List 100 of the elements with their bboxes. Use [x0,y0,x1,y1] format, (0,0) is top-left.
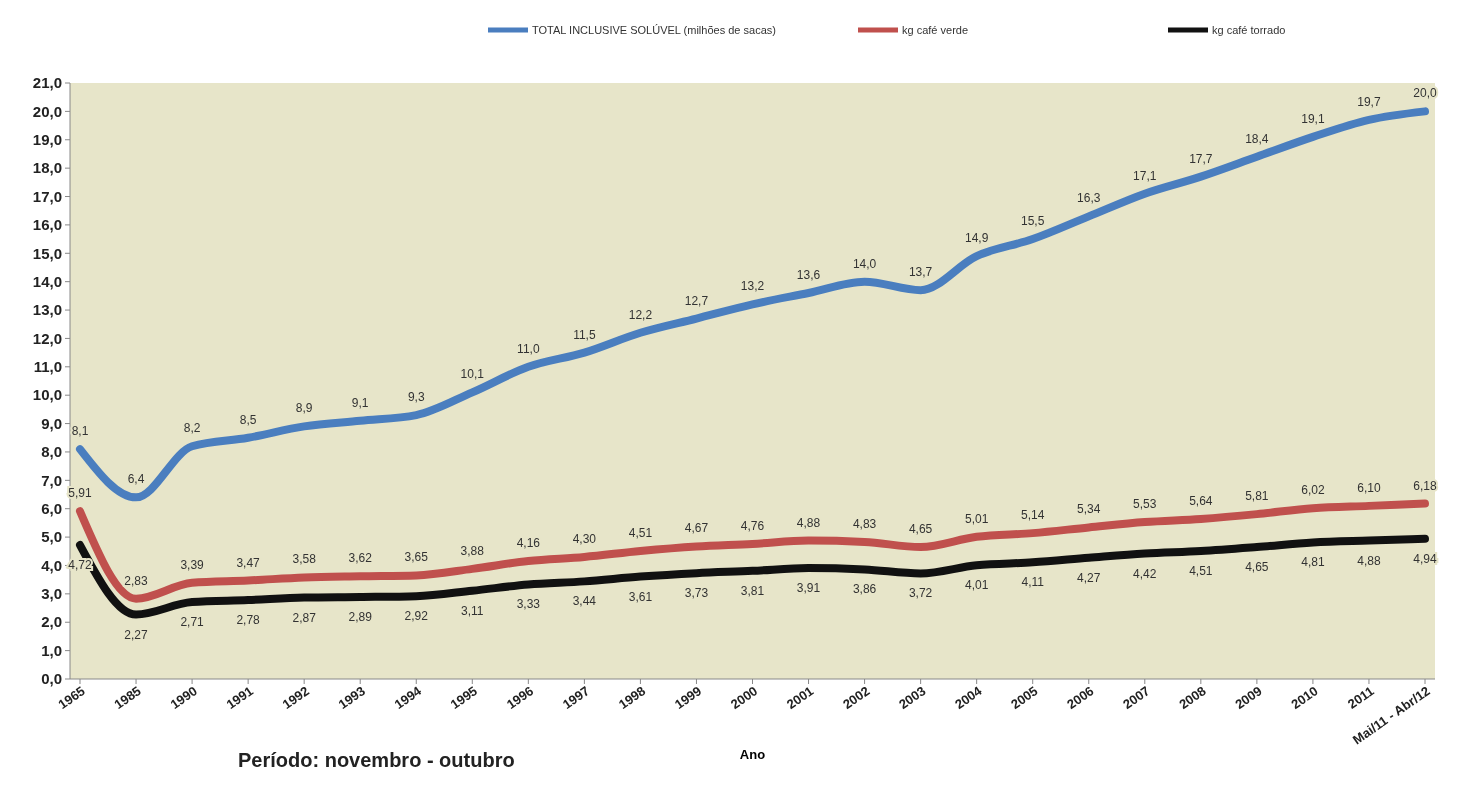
data-label: 3,58 [292,552,317,567]
y-tick-label: 16,0 [32,216,62,234]
x-tick-label: 2008 [1176,683,1209,713]
data-label: 4,16 [516,535,541,550]
data-label: 4,65 [908,522,933,537]
x-tick-label: 2002 [840,683,873,713]
legend-label: kg café torrado [1212,23,1286,36]
data-label: 4,94 [1413,551,1437,566]
x-tick-label: 1992 [279,683,312,713]
data-label: 2,89 [348,609,373,624]
y-tick-label: 21,0 [32,74,62,92]
data-label: 2,83 [124,573,149,588]
x-tick-label: 2010 [1288,683,1321,713]
data-label: 4,65 [1245,560,1269,575]
y-tick-label: 4,0 [41,556,62,574]
data-label: 8,9 [295,401,313,416]
y-tick-label: 8,0 [41,443,62,461]
y-tick-label: 11,0 [33,358,62,376]
data-label: 14,0 [852,256,877,271]
data-label: 5,14 [1021,508,1045,523]
y-tick-label: 10,0 [32,386,62,404]
data-label: 17,7 [1189,151,1213,166]
data-label: 8,5 [239,412,257,427]
data-label: 5,01 [964,511,989,526]
data-label: 5,81 [1245,489,1269,504]
y-tick-label: 15,0 [32,244,62,262]
y-tick-label: 7,0 [41,471,62,489]
y-tick-label: 6,0 [41,499,62,517]
data-label: 4,88 [796,515,821,530]
data-label: 9,1 [351,395,369,410]
data-label: 3,86 [852,582,877,597]
data-label: 13,7 [908,265,933,280]
data-label: 3,47 [236,555,261,570]
data-label: 11,5 [573,327,596,342]
legend-label: TOTAL INCLUSIVE SOLÚVEL (milhões de sacas) [532,23,776,36]
y-tick-label: 9,0 [41,414,62,432]
data-label: 4,01 [964,578,989,593]
y-tick-label: 2,0 [41,613,62,631]
x-tick-label: 2011 [1344,683,1377,712]
data-label: 3,39 [180,557,205,572]
y-tick-label: 13,0 [32,301,62,319]
x-tick-label: 2000 [727,683,761,713]
x-tick-label: 1993 [335,683,368,713]
x-tick-label: 2009 [1232,683,1265,713]
data-label: 5,91 [68,486,92,501]
y-tick-label: 14,0 [32,272,62,290]
y-tick-label: 3,0 [41,585,62,603]
data-label: 3,81 [740,583,765,598]
data-label: 5,34 [1077,502,1101,517]
data-label: 11,0 [517,341,540,356]
data-label: 4,88 [1357,553,1381,568]
x-tick-label: 1999 [671,683,705,713]
data-label: 20,0 [1413,86,1437,101]
data-label: 18,4 [1245,131,1269,146]
data-label: 2,27 [124,627,149,642]
x-tick-label: 1998 [615,683,649,713]
data-label: 5,64 [1189,493,1213,508]
data-label: 4,51 [1189,564,1213,578]
y-tick-label: 20,0 [32,102,62,120]
data-label: 2,87 [292,610,317,625]
data-label: 15,5 [1021,214,1045,229]
data-label: 8,1 [71,424,89,439]
data-label: 4,67 [684,521,709,536]
data-label: 3,88 [460,543,485,558]
data-label: 4,30 [572,531,597,546]
data-label: 13,6 [796,268,821,283]
data-label: 3,44 [572,594,597,609]
data-label: 4,83 [852,516,877,531]
data-label: 12,2 [628,307,653,322]
data-label: 8,2 [183,421,201,436]
data-label: 4,51 [628,526,653,540]
data-label: 3,33 [516,597,541,612]
x-tick-label: 2006 [1064,683,1097,713]
data-label: 19,7 [1357,94,1381,109]
data-label: 4,11 [1021,575,1045,590]
x-tick-label: 1990 [167,683,200,713]
data-label: 4,81 [1301,555,1325,570]
x-tick-label: 2001 [783,683,817,713]
y-tick-label: 1,0 [41,641,62,659]
data-label: 6,10 [1357,480,1381,495]
data-label: 3,65 [404,550,429,565]
data-label: 4,42 [1133,566,1157,581]
x-tick-label: 1991 [223,683,256,713]
data-label: 13,2 [740,279,765,294]
data-label: 6,18 [1413,478,1437,493]
x-tick-label: 2003 [896,683,929,713]
data-label: 12,7 [684,293,709,308]
data-label: 2,92 [404,609,429,624]
x-axis-title: Ano [739,747,766,762]
data-label: 17,1 [1133,168,1157,183]
legend-label: kg café verde [902,23,969,36]
data-label: 3,11 [461,603,484,618]
x-tick-label: 1996 [503,683,537,713]
y-tick-label: 0,0 [41,670,62,688]
data-label: 3,72 [908,586,933,601]
y-tick-label: 19,0 [32,131,62,149]
data-label: 14,9 [964,231,989,246]
x-tick-label: 1994 [391,682,425,713]
data-label: 3,62 [348,551,373,566]
data-label: 19,1 [1301,111,1325,126]
